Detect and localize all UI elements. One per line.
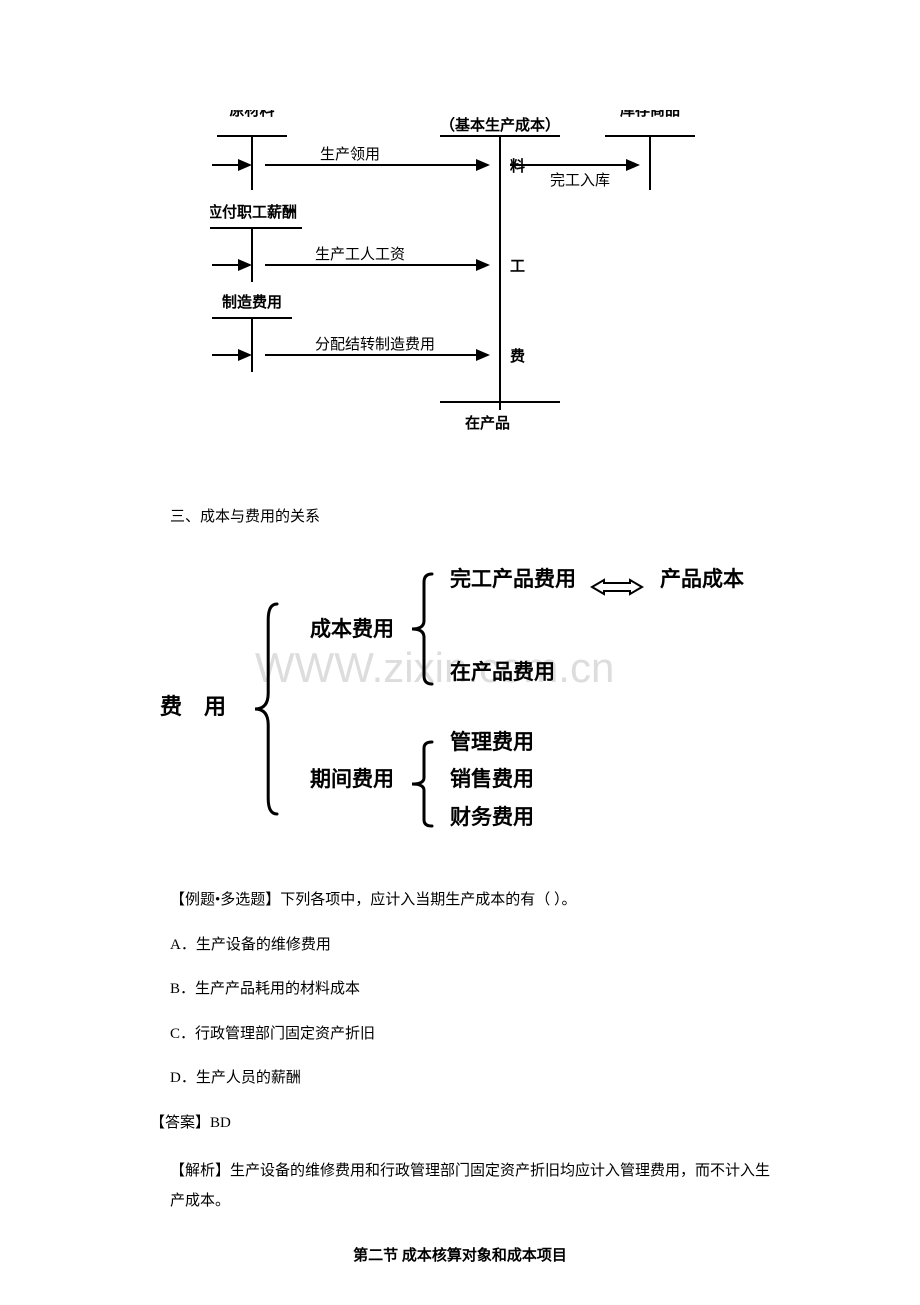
- svg-text:分配结转制造费用: 分配结转制造费用: [315, 336, 435, 353]
- svg-text:完工产品费用: 完工产品费用: [450, 567, 576, 591]
- diagram1-svg: 原材料生产成本（基本生产成本）库存商品应付职工薪酬制造费用生产领用料生产工人工资…: [210, 110, 730, 460]
- svg-text:完工入库: 完工入库: [550, 172, 610, 189]
- svg-text:（基本生产成本）: （基本生产成本）: [440, 116, 560, 134]
- svg-text:在产品: 在产品: [465, 414, 510, 432]
- t-account-diagram: 原材料生产成本（基本生产成本）库存商品应付职工薪酬制造费用生产领用料生产工人工资…: [210, 110, 770, 465]
- svg-text:成本费用: 成本费用: [310, 617, 394, 641]
- svg-text:工: 工: [510, 259, 525, 275]
- svg-text:生产工人工资: 生产工人工资: [315, 246, 405, 263]
- svg-text:期间费用: 期间费用: [310, 767, 394, 791]
- question-block: 【例题•多选题】下列各项中，应计入当期生产成本的有（ ）。 A．生产设备的维修费…: [150, 889, 770, 1216]
- svg-text:制造费用: 制造费用: [222, 293, 282, 311]
- svg-text:费 用: 费 用: [160, 694, 226, 719]
- section2-title: 第二节 成本核算对象和成本项目: [150, 1244, 770, 1265]
- question-option-c: C．行政管理部门固定资产折旧: [170, 1023, 770, 1046]
- question-option-d: D．生产人员的薪酬: [170, 1067, 770, 1090]
- question-option-b: B．生产产品耗用的材料成本: [170, 978, 770, 1001]
- svg-text:在产品费用: 在产品费用: [450, 660, 555, 684]
- svg-text:应付职工薪酬: 应付职工薪酬: [210, 203, 297, 221]
- svg-text:库存商品: 库存商品: [620, 110, 680, 119]
- svg-text:生产领用: 生产领用: [320, 146, 380, 163]
- question-answer: 【答案】BD: [150, 1112, 770, 1135]
- fee-tree-diagram: WWW.zixin.com.cn 费 用成本费用期间费用完工产品费用在产品费用管…: [150, 554, 770, 859]
- section3-heading: 三、成本与费用的关系: [170, 505, 770, 526]
- svg-text:管理费用: 管理费用: [450, 730, 534, 754]
- svg-text:费: 费: [510, 347, 525, 365]
- question-option-a: A．生产设备的维修费用: [170, 934, 770, 957]
- svg-text:销售费用: 销售费用: [450, 767, 534, 791]
- question-explanation: 【解析】生产设备的维修费用和行政管理部门固定资产折旧均应计入管理费用，而不计入生…: [170, 1156, 770, 1216]
- svg-text:财务费用: 财务费用: [450, 805, 534, 829]
- svg-text:原材料: 原材料: [229, 110, 274, 119]
- question-prompt: 【例题•多选题】下列各项中，应计入当期生产成本的有（ ）。: [170, 889, 770, 912]
- diagram2-svg: 费 用 成本费用期间费用 完工产品费用在产品费用管理费用销售费用财务费用 产品成本: [150, 554, 790, 854]
- svg-text:产品成本: 产品成本: [660, 567, 744, 591]
